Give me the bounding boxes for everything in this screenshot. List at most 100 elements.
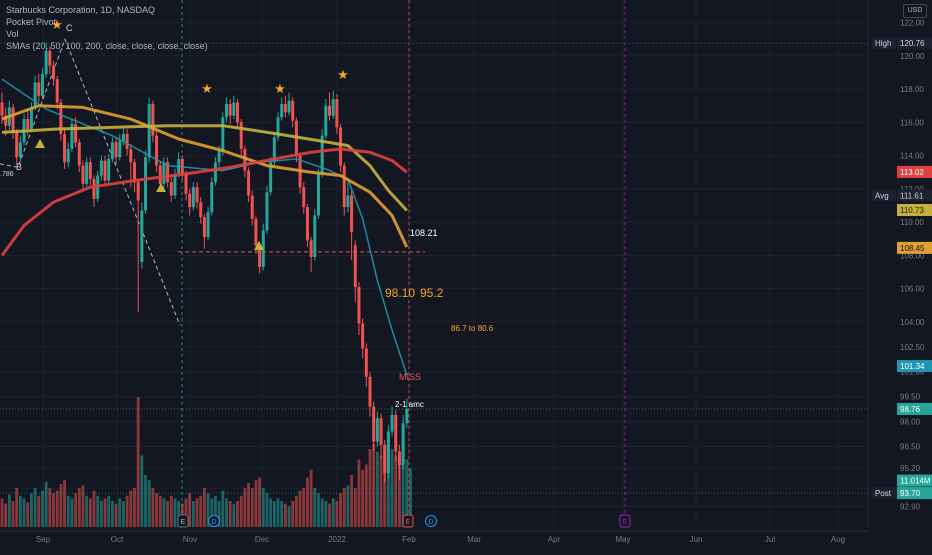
price-label-value: 120.76 [900, 39, 925, 48]
volume-bar [166, 501, 169, 527]
candle-body [316, 173, 320, 216]
volume-bar [375, 451, 379, 527]
y-tick-label: 104.00 [900, 318, 925, 327]
event-badge[interactable]: E [619, 514, 631, 528]
x-tick-labels: Sep Oct Nov Dec 2022 Feb Mar Apr May Jun Jul Aug [36, 535, 845, 544]
candle-body [394, 414, 398, 452]
volume-bar [52, 493, 55, 527]
legend-indicator-pocket-pivot[interactable]: Pocket Pivot [6, 17, 57, 27]
volume-bar [59, 484, 63, 527]
x-tick-label: Aug [831, 535, 845, 544]
volume-bar [254, 480, 258, 527]
candle-body [59, 102, 63, 134]
candle-body [114, 142, 118, 158]
volume-bar [379, 455, 383, 527]
volume-bar [221, 490, 225, 527]
volume-bar [173, 498, 177, 527]
event-badge-label: E [406, 519, 411, 526]
volume-bar [409, 468, 412, 527]
event-badge[interactable]: D [425, 515, 437, 527]
volume-bar [236, 501, 239, 527]
y-tick-label: 102.50 [900, 343, 925, 352]
event-badge[interactable]: D [208, 515, 220, 527]
volume-bar [199, 495, 203, 527]
wave-label-b: B [16, 162, 22, 172]
volume-bar [258, 477, 261, 527]
volume-bar [203, 488, 206, 527]
candle-body [280, 104, 284, 118]
volume-bar [11, 501, 15, 527]
pocket-pivot-star: ★ [274, 81, 286, 96]
candle-body [140, 210, 144, 262]
candle-body [283, 104, 287, 113]
x-tick-label: Dec [255, 535, 269, 544]
volume-bar [353, 488, 357, 527]
volume-bar [70, 498, 74, 527]
candle-body [239, 122, 243, 149]
volume-bar [103, 498, 107, 527]
volume-bar [357, 459, 361, 527]
volume-bar [243, 488, 247, 527]
volume-bar [140, 455, 144, 527]
legend-indicator-smas[interactable]: SMAs (20, 50, 100, 200, close, close, cl… [6, 41, 208, 51]
price-label-value: 98.76 [900, 405, 921, 414]
candle-body [199, 202, 203, 218]
volume-bar [191, 501, 195, 527]
candle-body [85, 162, 89, 184]
candle-body [261, 230, 265, 267]
price-label-tag: Avg [875, 191, 889, 200]
price-label-value: 108.45 [900, 244, 925, 253]
candle-body [188, 193, 192, 208]
volume-bar [147, 480, 151, 527]
event-badge-shape [619, 514, 631, 528]
volume-bar [287, 506, 291, 527]
candle-body [107, 158, 111, 181]
candle-body [372, 406, 376, 442]
candle-body [350, 195, 354, 233]
volume-bar [177, 501, 181, 527]
triangle-marker [254, 241, 264, 250]
candle-body [291, 100, 295, 121]
candle-body [144, 157, 148, 211]
volume-bar [232, 503, 236, 527]
event-badge-shape [208, 515, 220, 527]
triangle-marker [156, 183, 166, 192]
pocket-pivot-star: ★ [201, 81, 213, 96]
volume-bar [217, 501, 221, 527]
candle-body [320, 135, 324, 174]
legend-symbol[interactable]: Starbucks Corporation, 1D, NASDAQ [6, 5, 156, 15]
y-tick-label: 106.00 [900, 285, 925, 294]
volume-bar [48, 488, 52, 527]
candle-body [136, 182, 140, 201]
volume-bar [184, 498, 188, 527]
candle-body [302, 187, 306, 208]
candle-body [309, 240, 313, 258]
volume-bar [92, 490, 96, 527]
price-label-bg [897, 360, 932, 373]
earnings-time-label: 2-1 amc [395, 400, 424, 409]
volume-bar [272, 501, 276, 527]
legend-indicator-volume[interactable]: Vol [6, 29, 19, 39]
event-badge[interactable]: E [177, 514, 189, 528]
y-tick-label: 98.00 [900, 418, 921, 427]
candle-body [40, 74, 44, 96]
candle-body [63, 134, 67, 163]
candle-body [206, 212, 210, 238]
candle-body [52, 65, 56, 80]
volume-bar [125, 495, 129, 527]
volume-bar [155, 493, 158, 527]
price-label-tag: Post [875, 489, 892, 498]
event-badge-shape [177, 514, 189, 528]
candle-body [221, 117, 225, 151]
price-axis [868, 0, 932, 550]
currency-badge[interactable]: USD [903, 4, 927, 18]
volume-bar [33, 488, 37, 527]
candle-body [44, 50, 48, 75]
volume-bar [302, 488, 306, 527]
volume-bar [4, 503, 8, 527]
event-badge[interactable]: E [402, 514, 414, 528]
x-tick-label: Jul [765, 535, 775, 544]
volume-bar [26, 502, 30, 527]
